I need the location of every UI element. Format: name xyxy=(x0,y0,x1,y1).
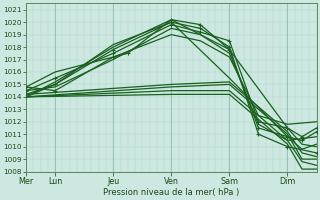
X-axis label: Pression niveau de la mer( hPa ): Pression niveau de la mer( hPa ) xyxy=(103,188,239,197)
